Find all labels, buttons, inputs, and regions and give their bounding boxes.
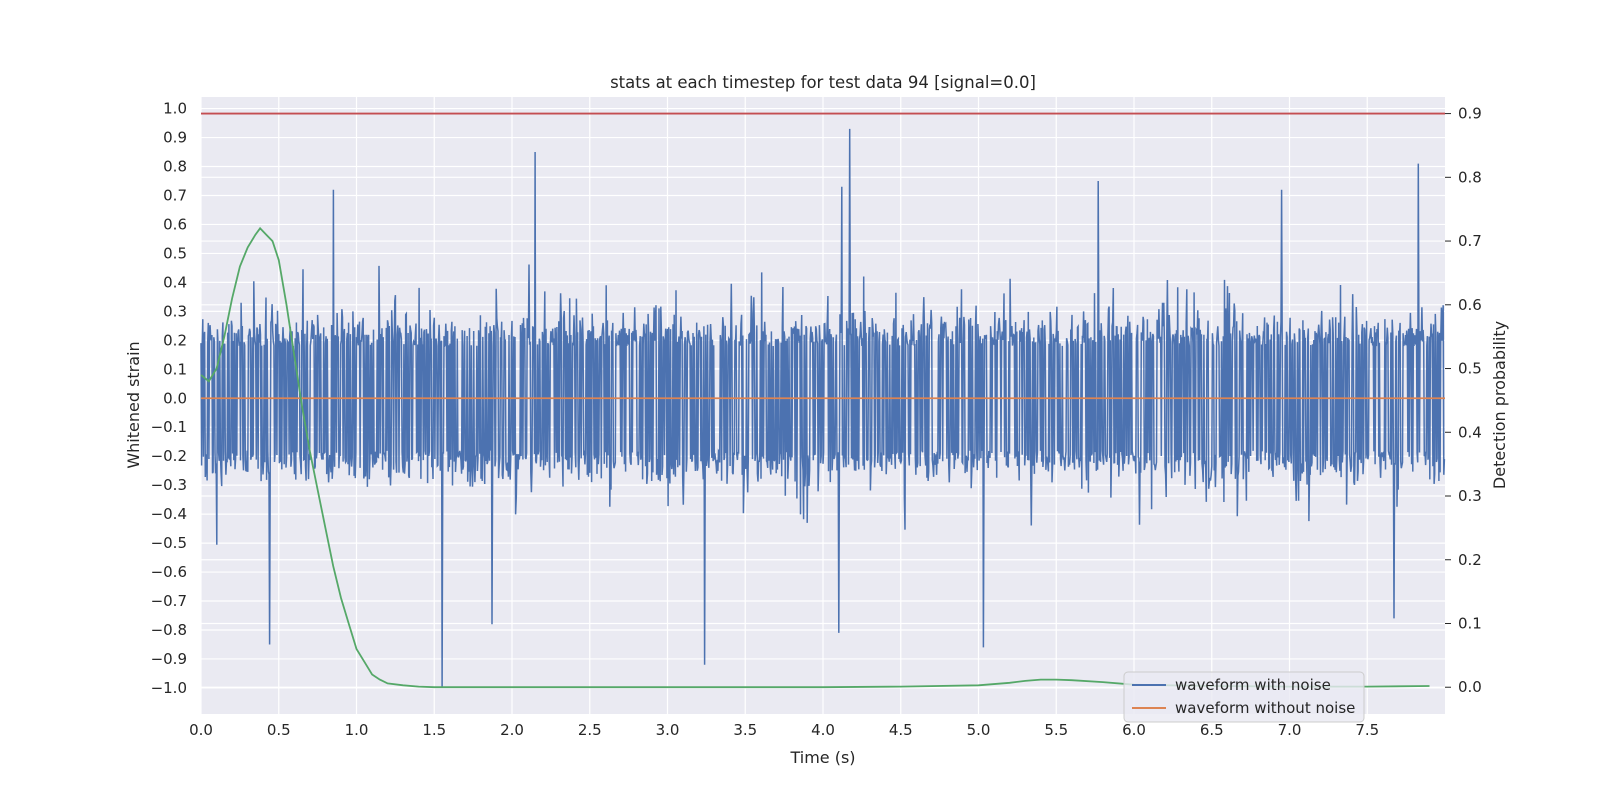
- x-tick-label: 6.0: [1122, 721, 1146, 739]
- y-tick-label: 0.5: [163, 244, 187, 262]
- y-tick-label: 0.0: [163, 389, 187, 407]
- y2-tick-label: 0.4: [1458, 423, 1482, 441]
- y-tick-label: 0.9: [163, 129, 187, 147]
- x-tick-label: 6.5: [1200, 721, 1224, 739]
- x-tick-label: 0.5: [267, 721, 291, 739]
- x-tick-label: 1.0: [345, 721, 369, 739]
- y2-axis-ticks: 0.0 0.1 0.2 0.3 0.4 0.5 0.6 0.7 0.8 0.9: [1445, 105, 1482, 696]
- x-axis-ticks: 0.0 0.5 1.0 1.5 2.0 2.5 3.0 3.5 4.0 4.5 5.0 5.5 6.0 6…: [189, 721, 1379, 739]
- y2-tick-label: 0.2: [1458, 551, 1482, 569]
- legend-label-waveform-with-noise: waveform with noise: [1175, 676, 1331, 694]
- y-tick-label: −0.4: [151, 505, 187, 523]
- y2-tick-label: 0.6: [1458, 296, 1482, 314]
- y2-tick-label: 0.0: [1458, 678, 1482, 696]
- y-tick-label: 0.2: [163, 331, 187, 349]
- x-tick-label: 1.5: [422, 721, 446, 739]
- x-tick-label: 5.5: [1044, 721, 1068, 739]
- y-tick-label: −0.7: [151, 592, 187, 610]
- y2-tick-label: 0.7: [1458, 232, 1482, 250]
- y-tick-label: 0.3: [163, 302, 187, 320]
- chart-title: stats at each timestep for test data 94 …: [610, 73, 1036, 92]
- legend: waveform with noise waveform without noi…: [1123, 671, 1365, 723]
- y2-tick-label: 0.8: [1458, 168, 1482, 186]
- y2-tick-label: 0.3: [1458, 487, 1482, 505]
- x-tick-label: 5.0: [967, 721, 991, 739]
- y2-axis-label: Detection probability: [1490, 321, 1509, 489]
- y-tick-label: −0.9: [151, 650, 187, 668]
- y-tick-label: −0.1: [151, 418, 187, 436]
- y-tick-label: −0.6: [151, 563, 187, 581]
- y-tick-label: −0.2: [151, 447, 187, 465]
- y-axis-label: Whitened strain: [124, 341, 143, 468]
- y-tick-label: −0.3: [151, 476, 187, 494]
- y-tick-label: 0.1: [163, 360, 187, 378]
- y-tick-label: −0.8: [151, 621, 187, 639]
- detection-probability-line: [200, 226, 1430, 689]
- x-tick-label: 4.0: [811, 721, 835, 739]
- x-tick-label: 3.0: [656, 721, 680, 739]
- y-tick-label: 0.4: [163, 273, 187, 291]
- y2-tick-label: 0.1: [1458, 614, 1482, 632]
- y-tick-label: 0.7: [163, 186, 187, 204]
- x-tick-label: 7.0: [1278, 721, 1302, 739]
- x-axis-label: Time (s): [789, 748, 855, 767]
- waveform-with-noise-line: [200, 128, 1446, 688]
- y-tick-label: −0.5: [151, 534, 187, 552]
- waveform-with-noise-series: [200, 128, 1446, 688]
- x-tick-label: 2.0: [500, 721, 524, 739]
- y-tick-label: 1.0: [163, 100, 187, 118]
- legend-box: [1123, 671, 1365, 723]
- overlay-series: [200, 112, 1445, 689]
- x-tick-label: 0.0: [189, 721, 213, 739]
- y-tick-label: 0.8: [163, 158, 187, 176]
- y2-tick-label: 0.5: [1458, 360, 1482, 378]
- y-tick-label: 0.6: [163, 215, 187, 233]
- x-tick-label: 2.5: [578, 721, 602, 739]
- legend-label-waveform-without-noise: waveform without noise: [1175, 699, 1355, 717]
- y-axis-ticks: −1.0 −0.9 −0.8 −0.7 −0.6 −0.5 −0.4 −0.3 −0.2 −0.1…: [151, 100, 187, 697]
- x-tick-label: 7.5: [1355, 721, 1379, 739]
- x-tick-label: 4.5: [889, 721, 913, 739]
- y2-tick-label: 0.9: [1458, 105, 1482, 123]
- y-tick-label: −1.0: [151, 679, 187, 697]
- x-tick-label: 3.5: [733, 721, 757, 739]
